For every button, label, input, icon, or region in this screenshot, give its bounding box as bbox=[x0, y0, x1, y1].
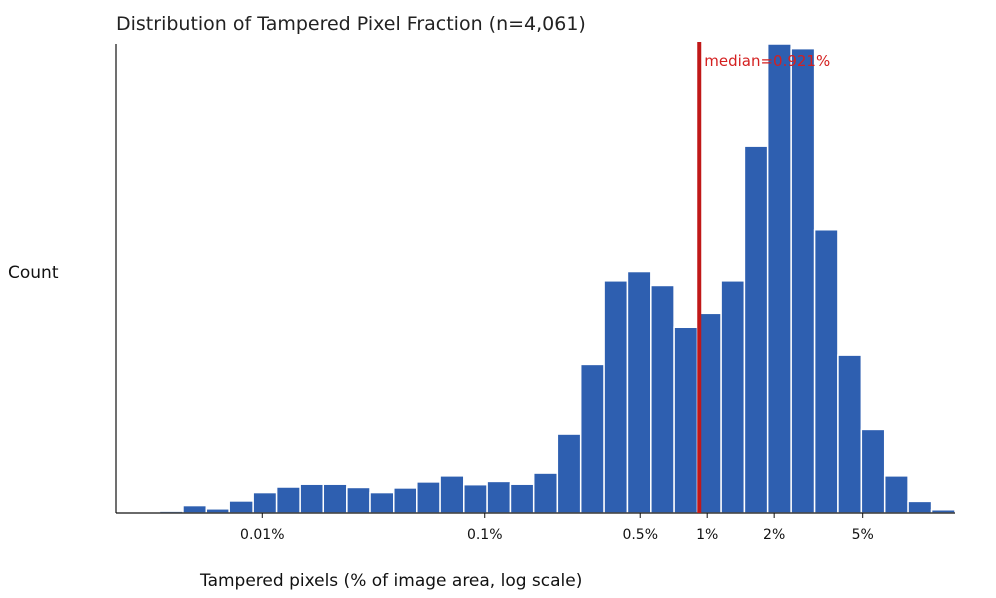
histogram-bar bbox=[743, 145, 769, 514]
x-tick-label: 1% bbox=[696, 527, 718, 543]
histogram-bar bbox=[205, 508, 230, 514]
x-tick-label: 0.5% bbox=[622, 527, 658, 543]
histogram-bar bbox=[509, 483, 535, 514]
histogram-bar bbox=[837, 354, 863, 514]
x-tick-label: 0.1% bbox=[467, 527, 503, 543]
histogram-bar bbox=[532, 472, 559, 514]
histogram-bar bbox=[813, 228, 839, 514]
histogram-bar bbox=[626, 270, 652, 514]
median-label: median=0.921% bbox=[704, 52, 830, 70]
histogram-bar bbox=[603, 280, 629, 514]
histogram-bar bbox=[322, 483, 348, 514]
histogram-bar bbox=[463, 483, 488, 514]
histogram-bar bbox=[907, 500, 933, 514]
histogram-bar bbox=[556, 433, 582, 514]
x-tick-label: 2% bbox=[763, 527, 785, 543]
histogram-bar bbox=[393, 487, 418, 514]
bars-group bbox=[158, 43, 956, 514]
histogram-bar bbox=[650, 284, 675, 514]
x-tick-label: 0.01% bbox=[240, 527, 284, 543]
histogram-bar bbox=[252, 491, 278, 514]
x-ticks-group: 0.01% 0.1% 0.5% 1% 2% 5% bbox=[240, 513, 874, 543]
histogram-bar bbox=[228, 500, 254, 514]
histogram-bar bbox=[299, 483, 325, 514]
histogram-bar bbox=[182, 504, 208, 514]
histogram-bar bbox=[369, 491, 395, 514]
histogram-bar bbox=[673, 326, 699, 514]
histogram-bar bbox=[275, 486, 301, 514]
y-axis-label: Count bbox=[8, 263, 59, 283]
histogram-bar bbox=[486, 480, 512, 514]
histogram-bar bbox=[416, 481, 441, 514]
histogram-bar bbox=[860, 428, 886, 514]
x-axis-label: Tampered pixels (% of image area, log sc… bbox=[199, 571, 582, 591]
histogram-bar bbox=[766, 43, 792, 514]
x-tick-label: 5% bbox=[852, 527, 874, 543]
histogram-bar bbox=[790, 47, 816, 514]
histogram-bar bbox=[346, 486, 371, 514]
chart-title: Distribution of Tampered Pixel Fraction … bbox=[116, 13, 586, 35]
histogram-bar bbox=[883, 475, 909, 514]
histogram-bar bbox=[439, 475, 465, 514]
histogram-bar bbox=[579, 363, 605, 514]
histogram-bar bbox=[720, 280, 746, 514]
